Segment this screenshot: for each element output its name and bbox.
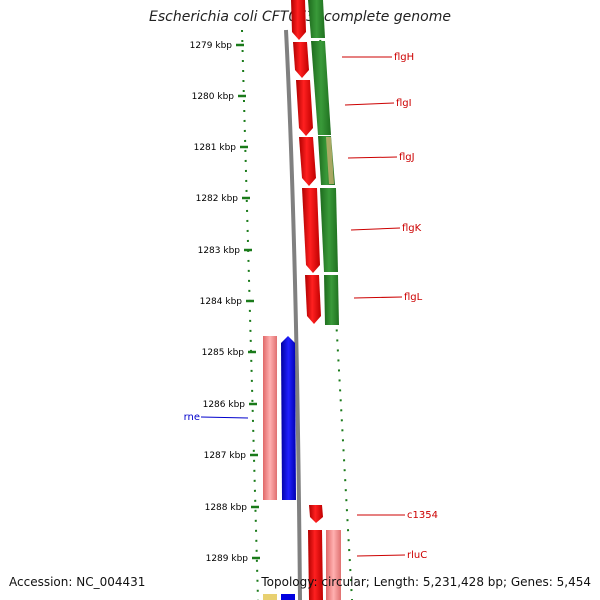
tick-label: 1289 kbp [206,554,249,564]
leader-line [356,554,406,557]
tick-label: 1281 kbp [194,143,237,153]
gene-flgL-arrow[interactable] [305,275,321,324]
gene-flgG-arrow[interactable] [291,0,306,40]
gene-label-c1354[interactable]: c1354 [357,510,438,521]
gene-name: flgK [402,223,422,234]
gene-c1354-arrow[interactable] [309,505,323,523]
tick-marks [236,43,260,560]
gene-flgJ-arrow[interactable] [299,137,316,186]
gene-label-flgL[interactable]: flgL [353,292,423,303]
leader-line [350,227,401,231]
tick-label: 1288 kbp [205,503,248,513]
gene-name: flgI [396,98,412,109]
gene-name: flgH [394,52,414,63]
leader-line [353,296,403,299]
leader-line [200,416,249,419]
gene-flgH-arrow[interactable] [293,42,309,78]
accession-text: Accession: NC_004431 [9,575,146,589]
genome-summary-text: Topology: circular; Length: 5,231,428 bp… [261,575,591,589]
gene-label-flgH[interactable]: flgH [342,52,414,63]
tick-label: 1280 kbp [192,92,235,102]
tick-label: 1284 kbp [200,297,243,307]
gene-name: flgJ [399,152,415,163]
gene-name: c1354 [407,510,438,521]
tick-label: 1286 kbp [203,400,246,410]
gene-name: rne [184,412,200,423]
leader-line [347,156,398,159]
gene-label-rluC[interactable]: rluC [356,550,427,561]
gene-flgK-arrow[interactable] [302,188,320,273]
gene-label-flgJ[interactable]: flgJ [347,152,415,163]
tick-label: 1285 kbp [202,348,245,358]
orf-strip-pink [263,336,341,600]
outer-ring-left [241,29,259,600]
leader-line [344,102,395,106]
orf-strip-green [308,0,339,325]
gene-name: rluC [407,550,427,561]
tick-labels: 1279 kbp 1280 kbp 1281 kbp 1282 kbp 1283 kbp… [190,41,249,564]
gene-flgI-arrow[interactable] [296,80,313,136]
gene-labels: flgH flgI flgJ flgK flgL rne c1354 rluC [184,52,438,561]
gene-rne-arrow[interactable] [281,336,296,600]
tick-label: 1287 kbp [204,451,247,461]
backbone-ring [284,29,302,600]
gene-label-flgK[interactable]: flgK [350,223,422,234]
tick-label: 1283 kbp [198,246,241,256]
gene-label-flgI[interactable]: flgI [344,98,412,109]
gene-name: flgL [404,292,423,303]
gene-label-rne[interactable]: rne [184,412,249,423]
gene-rluC-arrow[interactable] [308,530,323,600]
tick-label: 1279 kbp [190,41,233,51]
tick-label: 1282 kbp [196,194,239,204]
